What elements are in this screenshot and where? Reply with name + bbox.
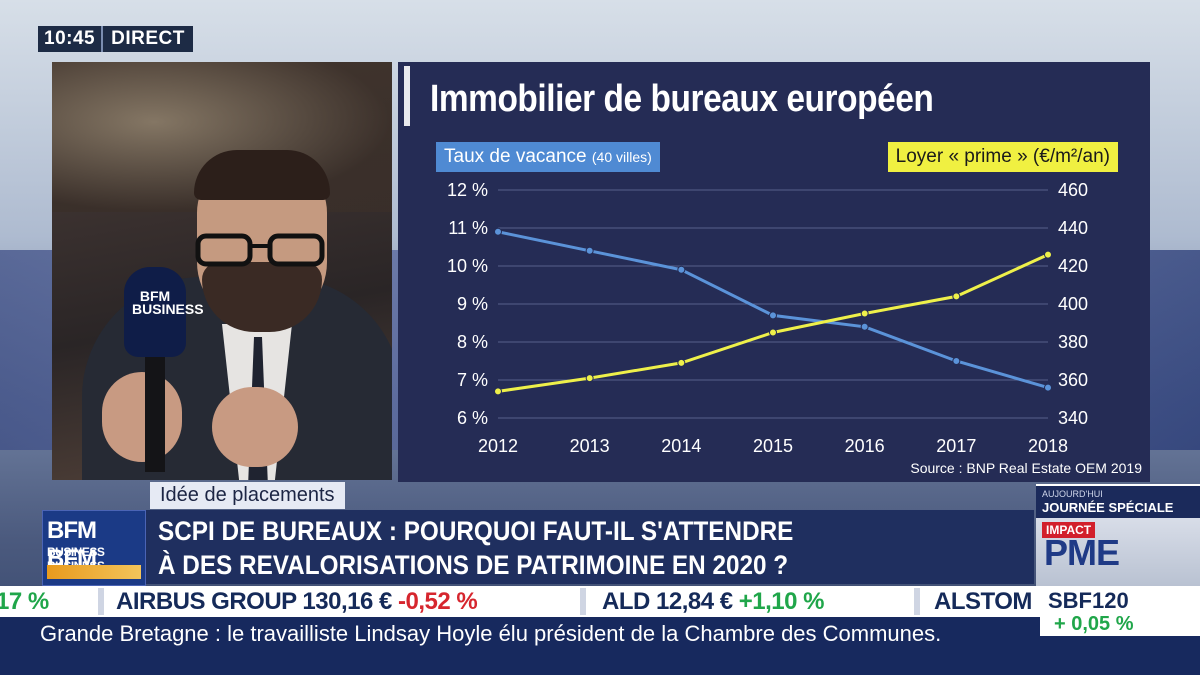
prime-rent-point bbox=[952, 292, 961, 301]
headline-banner: SCPI DE BUREAUX : POURQUOI FAUT-IL S'ATT… bbox=[146, 510, 1034, 584]
chart-panel: Immobilier de bureaux européen Taux de v… bbox=[398, 62, 1150, 482]
chart-title: Immobilier de bureaux européen bbox=[430, 78, 934, 120]
segment-rubric: Idée de placements bbox=[150, 482, 345, 509]
guest-hair bbox=[194, 150, 330, 200]
live-clock-badge: 10:45 DIRECT bbox=[38, 26, 193, 52]
headline-line-1: SCPI DE BUREAUX : POURQUOI FAUT-IL S'ATT… bbox=[158, 516, 794, 546]
vacancy-rate-point bbox=[860, 322, 869, 331]
y-left-tick-label: 11 % bbox=[448, 218, 488, 238]
title-accent-bar bbox=[404, 66, 410, 126]
clock-time: 10:45 bbox=[44, 28, 96, 49]
y-left-tick-label: 6 % bbox=[457, 408, 488, 428]
chart-source: Source : BNP Real Estate OEM 2019 bbox=[910, 460, 1142, 476]
prime-rent-line bbox=[497, 253, 1049, 393]
y-right-tick-label: 440 bbox=[1058, 218, 1088, 238]
y-right-tick-label: 340 bbox=[1058, 408, 1088, 428]
guest-hand-right bbox=[212, 387, 298, 467]
ticker-name: ALSTOM bbox=[934, 588, 1032, 615]
x-tick-label: 2016 bbox=[845, 436, 885, 456]
ticker-item: ALD 12,84 € +1,10 % bbox=[602, 586, 824, 617]
ticker-item: 17 % bbox=[0, 586, 49, 617]
ticker-change: -0,52 % bbox=[398, 588, 478, 615]
live-label: DIRECT bbox=[101, 26, 193, 52]
x-tick-label: 2015 bbox=[753, 436, 793, 456]
y-left-tick-label: 8 % bbox=[457, 332, 488, 352]
prime-rent-point bbox=[860, 309, 869, 318]
x-tick-label: 2014 bbox=[661, 436, 701, 456]
ticker-item: ALSTOM bbox=[934, 586, 1032, 617]
ticker-change: 17 % bbox=[0, 588, 49, 615]
index-name: SBF120 bbox=[1048, 588, 1129, 613]
vacancy-rate-point bbox=[952, 357, 961, 365]
x-tick-label: 2017 bbox=[936, 436, 976, 456]
ticker-name: ALD bbox=[602, 588, 650, 615]
y-right-tick-label: 360 bbox=[1058, 370, 1088, 390]
mic-flag-logo: BFM BUSINESS bbox=[132, 288, 204, 317]
vacancy-rate-line bbox=[497, 230, 1049, 390]
ticker-name: AIRBUS GROUP bbox=[116, 588, 297, 615]
vacancy-rate-point bbox=[769, 311, 777, 320]
legend-vacancy-rate: Taux de vacance (40 villes) bbox=[436, 142, 660, 172]
prime-rent-point bbox=[494, 387, 502, 396]
stock-ticker: 17 % AIRBUS GROUP 130,16 € -0,52 % ALD 1… bbox=[0, 586, 1040, 617]
guest-video: BFM BUSINESS bbox=[52, 62, 392, 480]
prime-rent-point bbox=[677, 358, 686, 367]
news-crawl: Grande Bretagne : le travailliste Lindsa… bbox=[0, 617, 1040, 675]
index-box: SBF120 + 0,05 % bbox=[1040, 586, 1200, 636]
news-crawl-text: Grande Bretagne : le travailliste Lindsa… bbox=[40, 621, 942, 646]
x-tick-label: 2012 bbox=[478, 436, 518, 456]
y-left-tick-label: 12 % bbox=[447, 180, 488, 200]
ticker-separator bbox=[98, 588, 104, 615]
promo-brand: PME bbox=[1044, 532, 1120, 573]
vacancy-rate-point bbox=[1044, 383, 1052, 392]
ticker-separator bbox=[580, 588, 586, 615]
promo-badge: IMPACT bbox=[1042, 522, 1096, 538]
x-tick-label: 2013 bbox=[570, 436, 610, 456]
vacancy-rate-point bbox=[585, 246, 594, 255]
promo-impact-pme: AUJOURD'HUI JOURNÉE SPÉCIALE IMPACT PME bbox=[1036, 484, 1200, 586]
y-left-tick-label: 10 % bbox=[447, 256, 488, 276]
ticker-price: 12,84 € bbox=[656, 588, 733, 615]
legend-vacancy-label: Taux de vacance bbox=[444, 146, 587, 167]
vacancy-rate-point bbox=[494, 227, 502, 236]
glasses-icon bbox=[195, 233, 325, 267]
prime-rent-point bbox=[585, 374, 594, 383]
microphone-handle bbox=[145, 352, 165, 472]
ticker-change: +1,10 % bbox=[738, 588, 825, 615]
y-left-tick-label: 9 % bbox=[457, 294, 488, 314]
legend-prime-rent: Loyer « prime » (€/m²/an) bbox=[887, 142, 1118, 172]
prime-rent-point bbox=[1044, 250, 1052, 259]
bfm-business-logo: BFM BFM BUSINESS BUSINESS bbox=[42, 510, 146, 586]
headline-line-2: À DES REVALORISATIONS DE PATRIMOINE EN 2… bbox=[158, 550, 789, 580]
ticker-price: 130,16 € bbox=[302, 588, 392, 615]
vacancy-rate-point bbox=[677, 265, 686, 274]
line-chart: 12 % 11 % 10 % 9 % 8 % 7 % 6 % 460 440 420 400 380 3… bbox=[447, 180, 1088, 456]
y-right-tick-label: 380 bbox=[1058, 332, 1088, 352]
index-change: + 0,05 % bbox=[1054, 613, 1134, 635]
guest-beard bbox=[202, 262, 322, 332]
x-tick-label: 2018 bbox=[1028, 436, 1068, 456]
prime-rent-point bbox=[769, 328, 777, 337]
promo-kicker: AUJOURD'HUI bbox=[1042, 489, 1103, 499]
promo-title: JOURNÉE SPÉCIALE bbox=[1042, 500, 1174, 515]
y-right-tick-label: 460 bbox=[1058, 180, 1088, 200]
news-crawl-right bbox=[1040, 636, 1200, 675]
logo-trend-bar bbox=[47, 565, 141, 579]
ticker-separator bbox=[914, 588, 920, 615]
y-left-tick-label: 7 % bbox=[457, 370, 488, 390]
y-right-tick-label: 400 bbox=[1058, 294, 1088, 314]
y-right-tick-label: 420 bbox=[1058, 256, 1088, 276]
ticker-item: AIRBUS GROUP 130,16 € -0,52 % bbox=[116, 586, 478, 617]
legend-vacancy-note: (40 villes) bbox=[591, 149, 652, 165]
guest-hand-left bbox=[102, 372, 182, 462]
microphone-icon bbox=[124, 267, 186, 357]
